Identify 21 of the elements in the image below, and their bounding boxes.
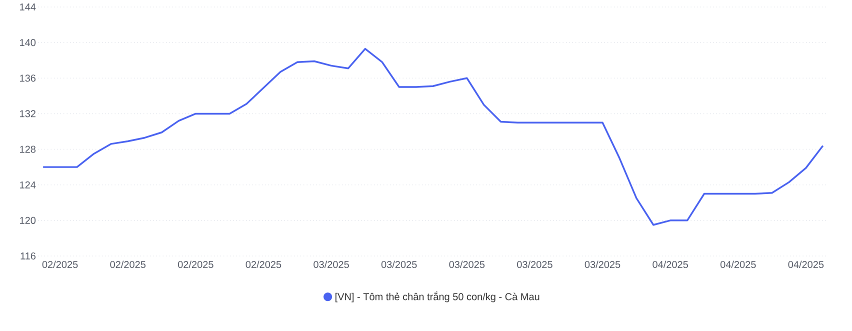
x-tick-label: 02/2025 bbox=[246, 260, 282, 268]
x-tick-label: 03/2025 bbox=[381, 260, 417, 268]
y-tick-label: 128 bbox=[20, 146, 36, 153]
x-tick-label: 02/2025 bbox=[110, 260, 146, 268]
x-tick-label: 04/2025 bbox=[720, 260, 756, 268]
legend-label: [VN] - Tôm thẻ chân trắng 50 con/kg - Cà Mau bbox=[336, 291, 540, 302]
x-tick-label: 02/2025 bbox=[42, 260, 78, 268]
y-tick-label: 144 bbox=[20, 4, 36, 10]
y-tick-label: 132 bbox=[20, 110, 36, 118]
y-tick-label: 140 bbox=[20, 39, 36, 46]
x-tick-label: 03/2025 bbox=[314, 260, 349, 268]
y-tick-label: 124 bbox=[20, 181, 36, 188]
x-tick-label: 03/2025 bbox=[517, 260, 552, 268]
y-tick-label: 120 bbox=[20, 216, 36, 224]
y-tick-label: 116 bbox=[20, 252, 36, 260]
x-tick-label: 04/2025 bbox=[652, 260, 688, 268]
x-tick-label: 02/2025 bbox=[178, 260, 214, 268]
x-tick-label: 03/2025 bbox=[584, 260, 620, 268]
x-tick-label: 04/2025 bbox=[788, 260, 824, 268]
x-tick-label: 03/2025 bbox=[449, 260, 485, 268]
y-tick-label: 136 bbox=[20, 74, 36, 82]
